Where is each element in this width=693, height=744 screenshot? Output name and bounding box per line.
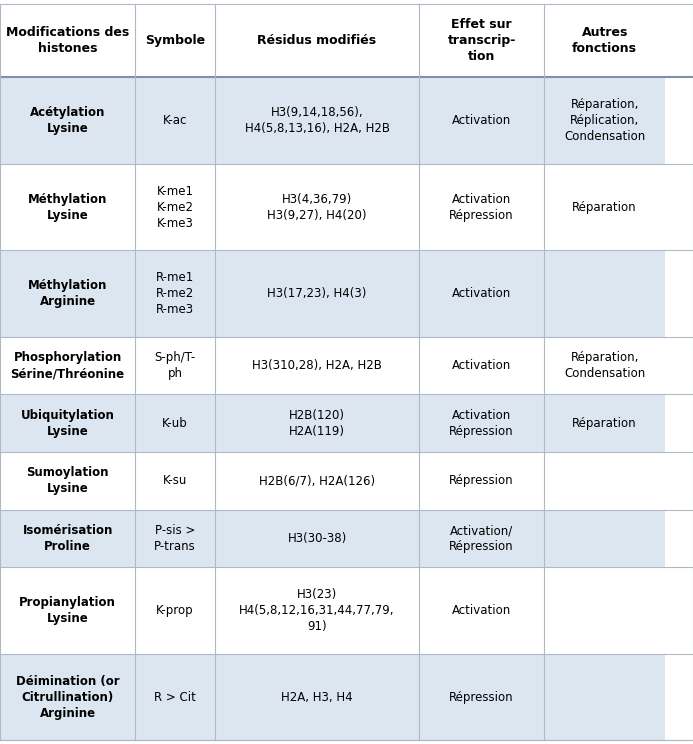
Bar xyxy=(419,337,544,394)
Bar xyxy=(544,452,665,510)
Text: Isomérisation
Proline: Isomérisation Proline xyxy=(22,524,113,553)
Bar xyxy=(0,510,135,568)
Bar xyxy=(544,510,665,568)
Text: H2B(120)
H2A(119): H2B(120) H2A(119) xyxy=(289,408,345,437)
Bar xyxy=(544,250,665,337)
Bar xyxy=(0,164,135,250)
Text: Réparation: Réparation xyxy=(572,417,637,430)
Bar xyxy=(215,510,419,568)
Text: S-ph/T-
ph: S-ph/T- ph xyxy=(155,351,195,380)
Bar xyxy=(135,4,215,77)
Bar xyxy=(215,164,419,250)
Bar xyxy=(0,654,135,740)
Text: H3(310,28), H2A, H2B: H3(310,28), H2A, H2B xyxy=(252,359,382,372)
Bar xyxy=(215,654,419,740)
Text: Déimination (or
Citrullination)
Arginine: Déimination (or Citrullination) Arginine xyxy=(16,675,119,719)
Bar xyxy=(0,250,135,337)
Bar xyxy=(419,250,544,337)
Bar xyxy=(419,654,544,740)
Bar xyxy=(135,337,215,394)
Text: Réparation,
Réplication,
Condensation: Réparation, Réplication, Condensation xyxy=(564,98,645,143)
Text: H3(23)
H4(5,8,12,16,31,44,77,79,
91): H3(23) H4(5,8,12,16,31,44,77,79, 91) xyxy=(239,588,395,633)
Bar xyxy=(215,250,419,337)
Bar xyxy=(544,77,665,164)
Text: Activation: Activation xyxy=(452,604,511,617)
Bar xyxy=(135,250,215,337)
Text: Symbole: Symbole xyxy=(145,34,205,47)
Text: K-su: K-su xyxy=(163,475,187,487)
Text: Acétylation
Lysine: Acétylation Lysine xyxy=(30,106,105,135)
Bar xyxy=(544,337,665,394)
Bar xyxy=(215,452,419,510)
Bar xyxy=(215,4,419,77)
Bar xyxy=(135,77,215,164)
Text: Répression: Répression xyxy=(449,475,514,487)
Text: Réparation: Réparation xyxy=(572,201,637,214)
Text: Activation
Répression: Activation Répression xyxy=(449,193,514,222)
Bar xyxy=(419,568,544,654)
Bar xyxy=(544,164,665,250)
Bar xyxy=(0,337,135,394)
Text: Ubiquitylation
Lysine: Ubiquitylation Lysine xyxy=(21,408,114,437)
Text: Méthylation
Lysine: Méthylation Lysine xyxy=(28,193,107,222)
Text: Méthylation
Arginine: Méthylation Arginine xyxy=(28,279,107,308)
Text: Autres
fonctions: Autres fonctions xyxy=(572,26,637,55)
Bar xyxy=(0,77,135,164)
Bar xyxy=(215,394,419,452)
Text: Propianylation
Lysine: Propianylation Lysine xyxy=(19,596,116,625)
Text: Activation: Activation xyxy=(452,287,511,300)
Text: Effet sur
transcrip-
tion: Effet sur transcrip- tion xyxy=(448,18,516,63)
Text: K-me1
K-me2
K-me3: K-me1 K-me2 K-me3 xyxy=(157,185,193,230)
Bar xyxy=(0,452,135,510)
Text: Répression: Répression xyxy=(449,690,514,704)
Text: K-prop: K-prop xyxy=(156,604,194,617)
Text: Activation: Activation xyxy=(452,359,511,372)
Bar xyxy=(544,4,665,77)
Text: H3(4,36,79)
H3(9,27), H4(20): H3(4,36,79) H3(9,27), H4(20) xyxy=(267,193,367,222)
Bar xyxy=(135,452,215,510)
Bar xyxy=(544,568,665,654)
Text: R > Cit: R > Cit xyxy=(154,690,196,704)
Bar xyxy=(0,394,135,452)
Text: Modifications des
histones: Modifications des histones xyxy=(6,26,129,55)
Bar xyxy=(419,510,544,568)
Text: P-sis >
P-trans: P-sis > P-trans xyxy=(154,524,196,553)
Bar xyxy=(215,568,419,654)
Bar xyxy=(135,394,215,452)
Text: H2A, H3, H4: H2A, H3, H4 xyxy=(281,690,353,704)
Text: R-me1
R-me2
R-me3: R-me1 R-me2 R-me3 xyxy=(156,271,194,316)
Text: Phosphorylation
Sérine/Thréonine: Phosphorylation Sérine/Thréonine xyxy=(10,351,125,380)
Bar xyxy=(135,654,215,740)
Bar xyxy=(419,394,544,452)
Bar xyxy=(215,77,419,164)
Text: Réparation,
Condensation: Réparation, Condensation xyxy=(564,351,645,380)
Text: H3(17,23), H4(3): H3(17,23), H4(3) xyxy=(267,287,367,300)
Text: Activation/
Répression: Activation/ Répression xyxy=(449,524,514,553)
Bar xyxy=(135,164,215,250)
Bar xyxy=(0,4,135,77)
Text: H2B(6/7), H2A(126): H2B(6/7), H2A(126) xyxy=(259,475,375,487)
Bar xyxy=(0,568,135,654)
Bar xyxy=(544,394,665,452)
Bar xyxy=(544,654,665,740)
Text: H3(9,14,18,56),
H4(5,8,13,16), H2A, H2B: H3(9,14,18,56), H4(5,8,13,16), H2A, H2B xyxy=(245,106,389,135)
Text: H3(30-38): H3(30-38) xyxy=(288,532,346,545)
Text: Sumoylation
Lysine: Sumoylation Lysine xyxy=(26,466,109,496)
Text: Résidus modifiés: Résidus modifiés xyxy=(258,34,376,47)
Text: K-ac: K-ac xyxy=(163,114,187,127)
Text: Activation: Activation xyxy=(452,114,511,127)
Text: Activation
Répression: Activation Répression xyxy=(449,408,514,437)
Bar xyxy=(215,337,419,394)
Text: K-ub: K-ub xyxy=(162,417,188,430)
Bar xyxy=(135,510,215,568)
Bar xyxy=(135,568,215,654)
Bar xyxy=(419,4,544,77)
Bar xyxy=(419,164,544,250)
Bar xyxy=(419,77,544,164)
Bar xyxy=(419,452,544,510)
